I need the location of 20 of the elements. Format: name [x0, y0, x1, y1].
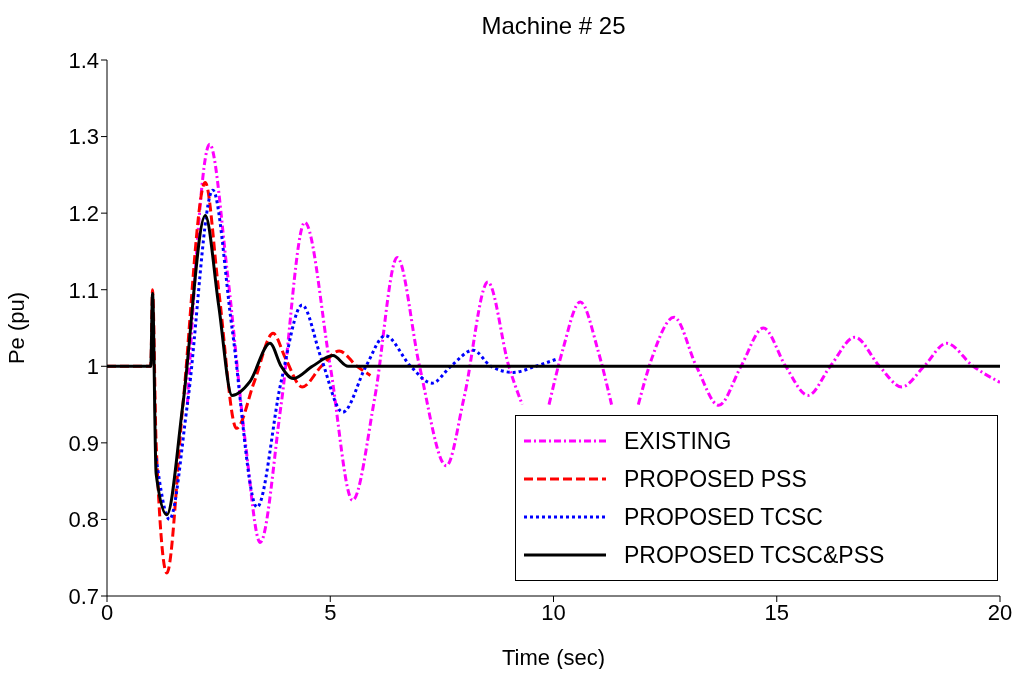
y-tick-label: 1.3	[68, 124, 99, 150]
legend-label: EXISTING	[624, 427, 732, 455]
x-tick-label: 15	[764, 599, 789, 625]
y-tick-label: 0.7	[68, 583, 99, 609]
chart-title: Machine # 25	[480, 12, 627, 40]
legend-label: PROPOSED TCSC	[624, 503, 823, 531]
x-tick-label: 0	[100, 599, 114, 625]
y-tick-label: 1.2	[68, 200, 99, 226]
x-tick-label: 10	[541, 599, 566, 625]
x-axis-title: Time (sec)	[501, 645, 606, 670]
x-tick-label: 20	[987, 599, 1013, 625]
y-tick-label: 1	[86, 354, 99, 380]
y-tick-label: 1.1	[68, 277, 99, 303]
legend-label: PROPOSED TCSC&PSS	[624, 541, 885, 569]
y-tick-label: 0.9	[68, 430, 99, 456]
y-tick-label: 1.4	[68, 47, 99, 73]
legend-label: PROPOSED PSS	[624, 465, 807, 493]
x-tick-label: 5	[324, 599, 337, 625]
y-axis-title: Pe (pu)	[3, 291, 29, 365]
y-tick-label: 0.8	[68, 507, 99, 533]
